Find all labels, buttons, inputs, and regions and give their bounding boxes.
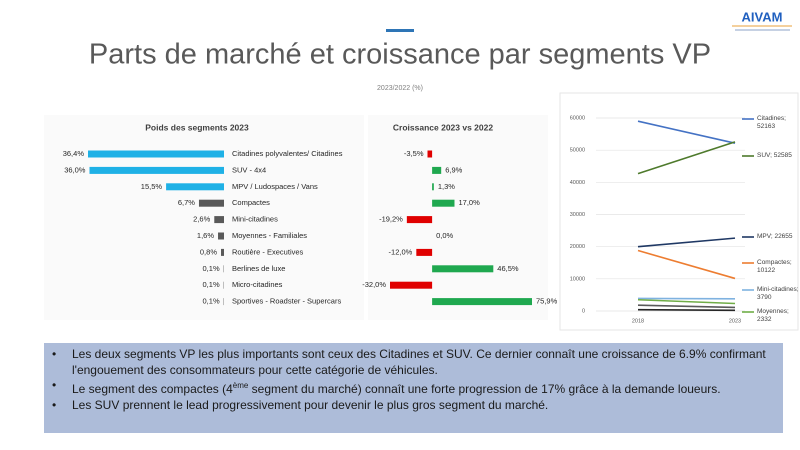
value-label: 0,0% <box>436 231 453 240</box>
value-label: -32,0% <box>362 280 386 289</box>
bar <box>427 150 433 158</box>
y-tick-label: 20000 <box>570 244 585 250</box>
series-line <box>637 308 736 312</box>
value-label: 0,1% <box>203 264 220 273</box>
slide-title: Parts de marché et croissance par segmen… <box>89 39 711 71</box>
x-tick-label: 2018 <box>632 318 644 324</box>
chart-title: Croissance 2023 vs 2022 <box>393 122 493 132</box>
subtitle: 2023/2022 (%) <box>377 85 423 92</box>
y-tick-label: 60000 <box>570 115 585 121</box>
bar <box>166 183 224 191</box>
bar <box>432 298 532 306</box>
bullet-text: Le segment des compactes (4 <box>72 382 233 396</box>
value-label: -19,2% <box>379 215 403 224</box>
bar <box>432 199 455 207</box>
y-tick-label: 40000 <box>570 180 585 186</box>
category-label: Micro-citadines <box>232 280 283 289</box>
series-line <box>637 141 736 175</box>
value-label: 2,6% <box>193 215 210 224</box>
value-label: 6,7% <box>178 198 195 207</box>
series-line <box>637 120 736 144</box>
series-line <box>637 237 736 248</box>
bar <box>218 232 224 240</box>
data-label: Compactes; 10122 <box>757 259 792 274</box>
category-label: Routière - Executives <box>232 247 304 256</box>
data-label: Moyennes; 2332 <box>757 308 789 323</box>
bar <box>221 248 224 256</box>
bullet: Le segment des compactes (4ème segment d… <box>50 378 773 398</box>
y-tick-label: 30000 <box>570 212 585 218</box>
y-tick-label: 10000 <box>570 276 585 282</box>
value-label: 46,5% <box>497 264 519 273</box>
value-label: 1,3% <box>438 182 455 191</box>
category-label: Mini-citadines <box>232 215 278 224</box>
series-line <box>637 304 736 309</box>
bar <box>432 265 494 273</box>
value-label: 17,0% <box>458 198 480 207</box>
bar <box>416 248 433 256</box>
data-label: Citadines; 52163 <box>757 115 786 130</box>
x-tick-label: 2023 <box>729 318 741 324</box>
bullet-box: Les deux segments VP les plus importants… <box>44 343 783 433</box>
bar <box>198 199 224 207</box>
bar <box>432 166 442 174</box>
bullet: Les deux segments VP les plus importants… <box>50 347 773 378</box>
bar <box>89 166 224 174</box>
value-label: -3,5% <box>404 149 424 158</box>
category-label: MPV / Ludospaces / Vans <box>232 182 318 191</box>
bullet-list: Les deux segments VP les plus importants… <box>50 347 773 413</box>
value-label: 0,1% <box>203 280 220 289</box>
logo: AIVAM <box>742 9 783 24</box>
category-label: Sportives - Roadster - Supercars <box>232 297 341 306</box>
y-tick-label: 0 <box>582 308 585 314</box>
accent-bar <box>386 29 414 32</box>
value-label: 75,9% <box>536 297 558 306</box>
value-label: 0,1% <box>203 297 220 306</box>
value-label: -12,0% <box>389 247 413 256</box>
value-label: 0,8% <box>200 247 217 256</box>
bar <box>390 281 433 289</box>
series-line <box>637 249 736 280</box>
bar <box>406 216 433 224</box>
y-tick-label: 50000 <box>570 148 585 154</box>
bullet-text: segment du marché) connaît une forte pro… <box>248 382 721 396</box>
value-label: 36,4% <box>63 149 85 158</box>
series-line <box>637 298 736 305</box>
data-label: Mini-citadines; 3790 <box>757 286 799 301</box>
category-label: Citadines polyvalentes/ Citadines <box>232 149 343 158</box>
value-label: 6,9% <box>445 165 462 174</box>
value-label: 15,5% <box>141 182 163 191</box>
bar <box>214 216 224 224</box>
chart-title: Poids des segments 2023 <box>145 122 249 132</box>
data-label: MPV; 22655 <box>757 233 793 240</box>
category-label: Moyennes - Familiales <box>232 231 307 240</box>
bullet-sup: ème <box>232 381 249 390</box>
bullet: Les SUV prennent le lead progressivement… <box>50 398 773 414</box>
value-label: 1,6% <box>197 231 214 240</box>
bar <box>432 183 434 191</box>
category-label: Compactes <box>232 198 270 207</box>
data-label: SUV; 52585 <box>757 152 792 159</box>
category-label: SUV - 4x4 <box>232 165 266 174</box>
panel <box>559 92 799 331</box>
panel <box>44 115 364 320</box>
bar <box>88 150 224 158</box>
value-label: 36,0% <box>64 165 86 174</box>
category-label: Berlines de luxe <box>232 264 285 273</box>
